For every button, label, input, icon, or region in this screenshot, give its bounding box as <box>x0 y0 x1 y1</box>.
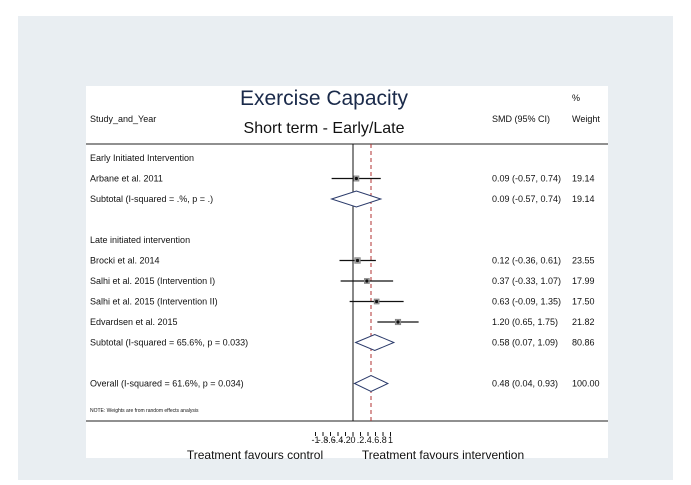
x-label-intervention: Treatment favours intervention <box>362 448 524 462</box>
weight-value: 80.86 <box>572 338 595 348</box>
point-estimate <box>365 279 369 283</box>
weight-value: 23.55 <box>572 256 595 266</box>
ci-text: 0.48 (0.04, 0.93) <box>492 379 558 389</box>
subtotal-diamond <box>329 190 383 208</box>
group-header: Early Initiated Intervention <box>90 153 194 163</box>
x-tick-label: .2 <box>357 435 365 445</box>
weight-value: 21.82 <box>572 317 595 327</box>
chart-title: Exercise Capacity <box>240 87 409 110</box>
overall-label: Overall (I-squared = 61.6%, p = 0.034) <box>90 379 244 389</box>
ci-text: 0.09 (-0.57, 0.74) <box>492 174 561 184</box>
forest-rows: Early Initiated Intervention Arbane et al… <box>90 144 600 421</box>
study-label: Brocki et al. 2014 <box>90 256 160 266</box>
study-column-header: Study_and_Year <box>90 114 156 124</box>
subtotal-label: Subtotal (I-squared = .%, p = .) <box>90 194 213 204</box>
ci-text: 0.09 (-0.57, 0.74) <box>492 194 561 204</box>
x-tick-label: .6 <box>372 435 380 445</box>
forest-plot: Exercise Capacity Short term - Early/Lat… <box>86 86 608 462</box>
subtotal-label: Subtotal (I-squared = 65.6%, p = 0.033) <box>90 338 248 348</box>
weight-value: 17.99 <box>572 276 595 286</box>
x-tick-label: -.6 <box>325 435 336 445</box>
x-tick-label: .8 <box>379 435 387 445</box>
chart-subtitle: Short term - Early/Late <box>244 120 405 137</box>
overall-diamond <box>353 374 390 393</box>
effect-column-header: SMD (95% CI) <box>492 114 550 124</box>
forest-plot-figure: Exercise Capacity Short term - Early/Lat… <box>18 16 673 480</box>
study-label: Salhi et al. 2015 (Intervention II) <box>90 297 218 307</box>
weight-value: 100.00 <box>572 379 600 389</box>
study-label: Edvardsen et al. 2015 <box>90 317 178 327</box>
x-tick-label: .4 <box>364 435 372 445</box>
weight-percent-header: % <box>572 93 580 103</box>
weight-column-header: Weight <box>572 114 600 124</box>
weights-note: NOTE: Weights are from random effects an… <box>90 408 199 414</box>
point-estimate <box>355 258 360 263</box>
point-estimate <box>354 176 358 181</box>
study-label: Salhi et al. 2015 (Intervention I) <box>90 276 215 286</box>
study-label: Arbane et al. 2011 <box>90 174 163 184</box>
weight-value: 19.14 <box>572 174 595 184</box>
point-estimate <box>375 299 379 304</box>
group-header: Late initiated intervention <box>90 235 190 245</box>
x-axis: -1-.8-.6-.4-.2 0.2.4.6.8 1 <box>311 432 393 445</box>
ci-text: 0.58 (0.07, 1.09) <box>492 338 558 348</box>
subtotal-diamond <box>354 333 396 352</box>
x-tick-label: -.4 <box>333 435 344 445</box>
weight-value: 19.14 <box>572 194 595 204</box>
x-tick-label: -.8 <box>318 435 329 445</box>
plot-panel <box>86 86 608 458</box>
x-tick-label: -.2 <box>340 435 351 445</box>
point-estimate <box>396 320 400 324</box>
weight-value: 17.50 <box>572 297 595 307</box>
x-tick-label: -1 <box>311 435 319 445</box>
ci-text: 0.37 (-0.33, 1.07) <box>492 276 561 286</box>
ci-text: 0.63 (-0.09, 1.35) <box>492 297 561 307</box>
ci-text: 0.12 (-0.36, 0.61) <box>492 256 561 266</box>
ci-text: 1.20 (0.65, 1.75) <box>492 317 558 327</box>
x-label-control: Treatment favours control <box>187 448 323 462</box>
x-tick-label: 0 <box>350 435 355 445</box>
x-tick-label: 1 <box>388 435 393 445</box>
